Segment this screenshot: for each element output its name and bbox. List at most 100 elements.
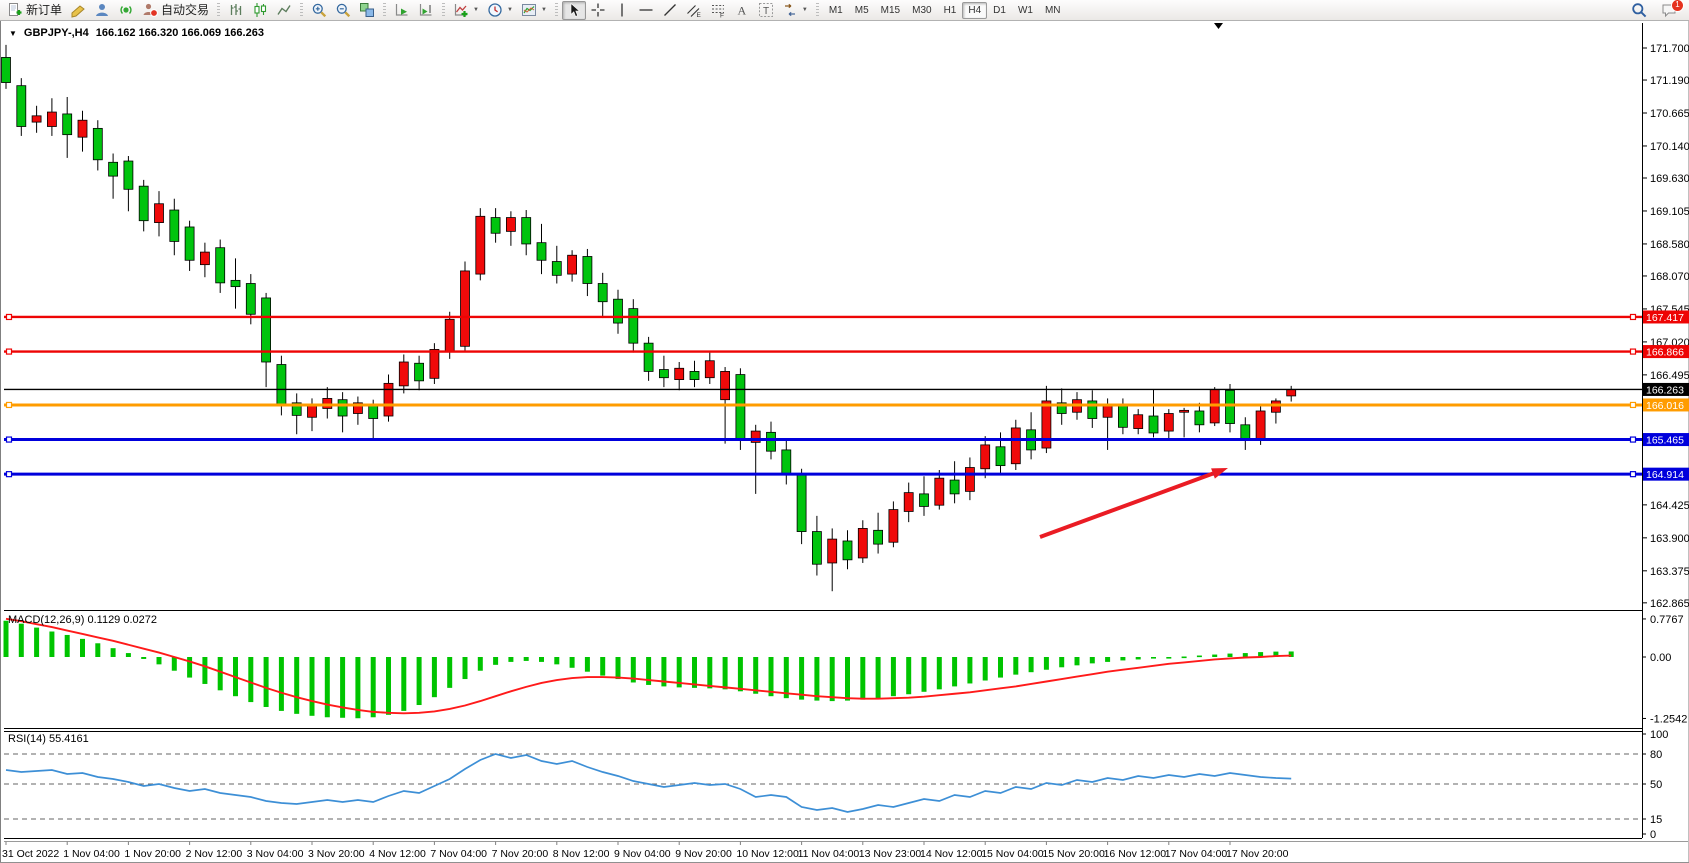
- candle-down: [796, 473, 807, 532]
- macd-bar: [1028, 657, 1034, 673]
- arrows-button[interactable]: ▼: [778, 1, 812, 20]
- price-tick-label: 163.900: [1650, 533, 1689, 545]
- indicators-button[interactable]: ▼: [449, 1, 483, 20]
- line-handle[interactable]: [5, 436, 13, 443]
- autotrading-button-label: 自动交易: [161, 3, 210, 17]
- cursor-button[interactable]: [561, 0, 586, 20]
- text-label-button[interactable]: T: [754, 1, 778, 20]
- metaeditor-button[interactable]: [66, 1, 90, 20]
- candle-down: [1, 57, 11, 83]
- price-axis[interactable]: 171.700 171.190 170.665 170.140 169.630 169.1…: [1642, 43, 1689, 841]
- candle-down: [919, 493, 929, 507]
- tf-m5-label: M5: [854, 4, 869, 16]
- templates-button[interactable]: ▼: [517, 1, 551, 20]
- crosshair-button[interactable]: [586, 1, 610, 20]
- macd-bar: [1166, 657, 1172, 659]
- horizontal-line-button[interactable]: [634, 1, 658, 20]
- macd-signal-line: [5, 617, 1292, 715]
- macd-bar: [202, 657, 208, 684]
- tf-h1[interactable]: H1: [938, 2, 963, 19]
- tf-mn[interactable]: MN: [1039, 2, 1067, 19]
- line-handle[interactable]: [5, 401, 13, 409]
- macd-bar: [355, 657, 361, 719]
- time-axis[interactable]: 31 Oct 2022 1 Nov 04:00 1 Nov 20:00 2 Nov 1…: [2, 841, 1289, 861]
- chart-template-icon: [521, 4, 536, 16]
- tile-windows-icon: [360, 3, 375, 17]
- macd-bar: [64, 634, 70, 657]
- tf-h4[interactable]: H4: [962, 1, 988, 19]
- notifications-button[interactable]: 1: [1657, 0, 1684, 20]
- candle-down: [291, 402, 302, 416]
- trend-arrow-object[interactable]: [1039, 468, 1228, 539]
- macd-bar: [707, 657, 713, 689]
- templates-button-caret-icon: ▼: [540, 7, 547, 13]
- chart-shift-button[interactable]: [414, 1, 438, 20]
- zoom-out-button[interactable]: [331, 1, 355, 20]
- line-handle[interactable]: [1629, 401, 1637, 409]
- trendline-button[interactable]: [658, 1, 682, 20]
- zoom-in-button[interactable]: [307, 1, 331, 20]
- tf-d1[interactable]: D1: [987, 2, 1012, 19]
- symbol-dropdown-icon[interactable]: ▼: [9, 28, 17, 38]
- tf-d1-label: D1: [993, 4, 1006, 16]
- line-handle[interactable]: [5, 313, 13, 321]
- signals-button[interactable]: [114, 1, 138, 20]
- macd-histogram: [3, 620, 1294, 719]
- candle-down: [995, 446, 1006, 467]
- line-handle[interactable]: [1629, 436, 1637, 443]
- macd-bar: [386, 657, 391, 715]
- auto-scroll-button[interactable]: [390, 1, 414, 20]
- candle-up: [322, 398, 333, 409]
- macd-bar: [141, 657, 147, 659]
- macd-bar: [431, 657, 437, 698]
- time-tick-label: 7 Nov 20:00: [492, 848, 549, 860]
- indicators-button-caret-icon: ▼: [473, 7, 479, 13]
- candle-up: [383, 382, 394, 417]
- candlestick-button[interactable]: [248, 1, 272, 20]
- community-button[interactable]: [90, 1, 114, 20]
- line-handle[interactable]: [1629, 348, 1637, 355]
- price-tick-label: 169.105: [1650, 206, 1689, 218]
- line-handle[interactable]: [5, 471, 13, 478]
- tf-w1[interactable]: W1: [1012, 2, 1039, 19]
- text-button[interactable]: A: [730, 1, 754, 20]
- autotrading-button[interactable]: 自动交易: [138, 1, 213, 20]
- line-handle[interactable]: [1629, 313, 1637, 321]
- candle-up: [1271, 400, 1281, 413]
- candle-up: [827, 538, 838, 564]
- macd-bar: [768, 657, 774, 697]
- candle-down: [62, 113, 73, 136]
- search-button[interactable]: [1627, 1, 1651, 20]
- tf-m1[interactable]: M1: [823, 2, 849, 19]
- tf-m15[interactable]: M15: [875, 2, 906, 19]
- candle-up: [307, 405, 317, 418]
- line-handle[interactable]: [5, 348, 13, 355]
- rsi-axis-label: 0: [1650, 829, 1656, 841]
- tf-m30-label: M30: [912, 4, 932, 16]
- candle-down: [215, 247, 226, 284]
- fibonacci-button[interactable]: F: [706, 1, 730, 20]
- bar-chart-button[interactable]: [224, 1, 248, 20]
- candle-up: [674, 367, 685, 380]
- chart-shift-marker[interactable]: [1214, 23, 1223, 29]
- price-tag-label: 164.914: [1646, 469, 1684, 481]
- macd-bar: [187, 657, 193, 678]
- new-order-button[interactable]: 新订单: [3, 1, 66, 20]
- signal-icon: [120, 6, 132, 14]
- vertical-line-button[interactable]: [610, 1, 634, 20]
- vertical-line-icon: [621, 3, 623, 17]
- tf-m5[interactable]: M5: [849, 2, 875, 19]
- periods-button[interactable]: ▼: [483, 1, 517, 20]
- svg-text:F: F: [720, 13, 724, 19]
- chart-title: ▼ GBPJPY-,H4 166.162 166.320 166.069 166…: [9, 27, 264, 39]
- line-handle[interactable]: [1629, 471, 1637, 478]
- hline-objects: [4, 313, 1642, 478]
- equidistant-channel-button[interactable]: E: [682, 1, 706, 20]
- tf-m30[interactable]: M30: [906, 2, 937, 19]
- zoom-out-icon: [336, 3, 351, 18]
- candle-up: [888, 509, 899, 543]
- macd-bar: [309, 657, 315, 716]
- tile-windows-button[interactable]: [355, 1, 379, 20]
- line-chart-button[interactable]: [272, 1, 296, 20]
